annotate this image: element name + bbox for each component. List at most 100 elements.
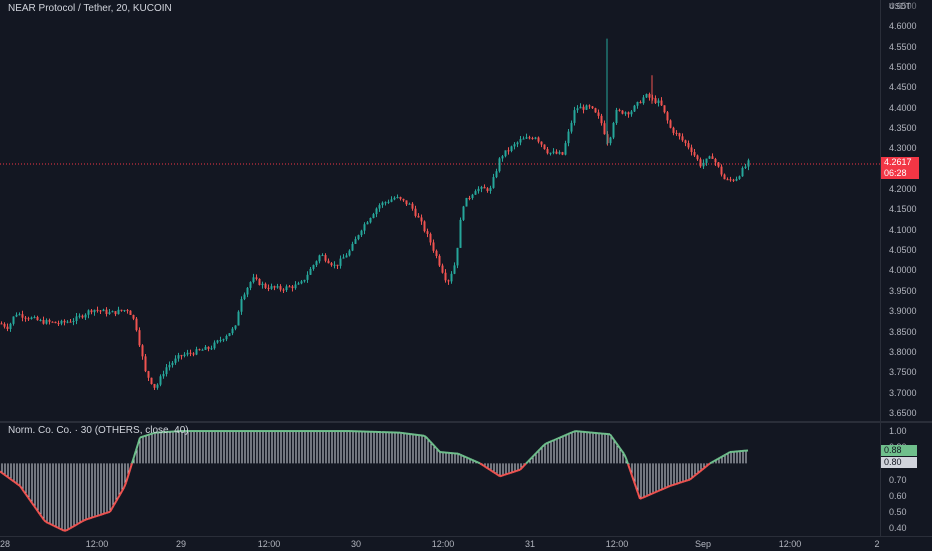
indicator-line-segment [666,487,668,488]
candle-body [217,340,219,342]
indicator-line-segment [562,436,564,437]
indicator-line-segment [484,466,486,467]
candle-body [55,322,57,323]
candle-body [463,207,465,220]
indicator-line-segment [126,476,128,482]
indicator-line-segment [12,480,14,481]
candle-body [367,222,369,224]
candle-body [676,133,678,134]
candle-body [358,235,360,239]
candle-body [124,310,126,311]
candle-body [109,312,111,314]
candle-body [337,265,339,266]
indicator-line-segment [432,443,434,445]
indicator-line-segment [14,482,16,483]
indicator-line-segment [660,489,662,490]
indicator-line-segment [572,432,574,433]
candle-body [331,263,333,265]
indicator-line-segment [46,522,48,523]
candle-body [412,204,414,209]
indicator-chart[interactable] [0,423,880,536]
symbol-title[interactable]: NEAR Protocol / Tether, 20, KUCOIN [8,3,172,14]
candle-body [403,199,405,200]
candle-body [373,214,375,218]
candle-body [289,286,291,287]
indicator-line-segment [426,437,428,439]
indicator-line-segment [62,530,64,531]
candle-body [427,231,429,234]
candle-body [685,140,687,143]
indicator-line-segment [10,479,12,480]
candle-body [748,160,750,166]
indicator-pane[interactable] [0,423,880,536]
indicator-line-segment [682,481,684,482]
indicator-line-segment [80,522,82,523]
candle-body [388,202,390,203]
candle-body [736,179,738,181]
candle-body [4,324,6,327]
indicator-line-segment [680,482,682,483]
indicator-line-segment [120,491,122,494]
indicator-line-segment [500,476,502,477]
candle-body [733,180,735,181]
price-chart-pane[interactable] [0,0,880,421]
indicator-line-segment [134,450,136,456]
candle-body [586,105,588,109]
candle-body [301,281,303,283]
indicator-line-segment [96,516,98,517]
indicator-line-segment [570,432,572,433]
candle-body [574,110,576,123]
candle-body [220,340,222,341]
indicator-axis[interactable]: 1.000.900.800.700.600.500.40 [880,423,932,536]
indicator-line-segment [522,466,524,468]
indicator-line-segment [514,471,516,472]
indicator-line-segment [88,518,90,519]
candle-body [664,105,666,112]
candle-body [433,242,435,250]
indicator-line-segment [90,518,92,519]
candle-body [679,133,681,136]
indicator-line-segment [70,527,72,528]
price-tick-label: 3.7000 [889,388,917,398]
candle-body [118,310,120,314]
candle-body [292,286,294,288]
candle-body [511,146,513,151]
indicator-line-segment [72,526,74,527]
candle-body [649,94,651,98]
candlestick-chart[interactable] [0,0,880,421]
indicator-line-segment [48,523,50,524]
indicator-line-segment [658,490,660,491]
indicator-line-segment [108,512,110,513]
indicator-line-segment [478,462,480,463]
candle-body [37,317,39,320]
indicator-legend[interactable]: Norm. Co. Co. · 30 (OTHERS, close, 40) [8,425,189,436]
candle-body [535,138,537,139]
candle-body [196,349,198,354]
candle-body [31,318,33,319]
candle-body [211,348,213,349]
candle-body [316,261,318,265]
candle-body [472,195,474,198]
candle-body [145,356,147,371]
indicator-line-segment [0,471,2,472]
indicator-line-segment [724,454,726,455]
candle-body [568,132,570,144]
indicator-line-segment [28,497,30,500]
candle-body [148,371,150,378]
indicator-line-segment [526,462,528,464]
candle-body [352,244,354,251]
candle-body [184,355,186,356]
indicator-line-segment [668,486,670,487]
indicator-line-segment [728,452,730,453]
indicator-line-segment [556,438,558,439]
indicator-line-segment [708,463,710,465]
candle-body [724,175,726,180]
candle-body [319,255,321,261]
price-tick-label: 4.2000 [889,184,917,194]
indicator-line-segment [436,448,438,450]
indicator-line-segment [6,476,8,477]
candle-body [670,120,672,127]
candle-body [487,188,489,191]
